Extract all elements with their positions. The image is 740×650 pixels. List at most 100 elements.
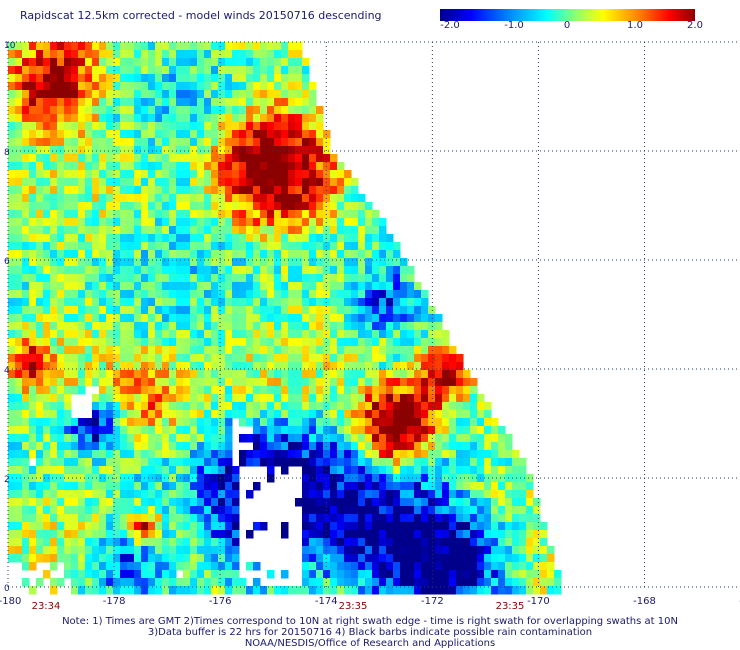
- swath-cell: [246, 394, 254, 403]
- swath-cell: [15, 386, 23, 395]
- swath-cell: [407, 362, 415, 371]
- swath-cell: [162, 82, 170, 91]
- swath-cell: [309, 250, 317, 259]
- swath-cell: [50, 434, 58, 443]
- swath-cell: [190, 426, 198, 435]
- swath-cell: [407, 282, 415, 291]
- swath-cell: [393, 418, 401, 427]
- swath-cell: [22, 370, 30, 379]
- swath-cell: [8, 338, 16, 347]
- swath-cell: [183, 82, 191, 91]
- swath-cell: [414, 394, 422, 403]
- swath-cell: [183, 146, 191, 155]
- swath-cell: [351, 210, 359, 219]
- swath-cell: [246, 322, 254, 331]
- swath-cell: [330, 474, 338, 483]
- swath-cell: [64, 274, 72, 283]
- swath-cell: [344, 514, 352, 523]
- swath-cell: [127, 346, 135, 355]
- swath-cell: [428, 306, 436, 315]
- swath-cell: [22, 498, 30, 507]
- swath-cell: [232, 98, 240, 107]
- swath-cell: [204, 394, 212, 403]
- swath-cell: [260, 186, 268, 195]
- swath-cell: [407, 314, 415, 323]
- swath-cell: [78, 442, 86, 451]
- swath-cell: [421, 554, 429, 563]
- swath-cell: [190, 178, 198, 187]
- swath-cell: [190, 74, 198, 83]
- swath-cell: [71, 354, 79, 363]
- swath-cell: [379, 530, 387, 539]
- swath-cell: [253, 226, 261, 235]
- swath-cell: [526, 554, 534, 563]
- swath-cell: [92, 122, 100, 131]
- swath-cell: [120, 298, 128, 307]
- swath-cell: [344, 474, 352, 483]
- swath-cell: [330, 434, 338, 443]
- swath-cell: [393, 482, 401, 491]
- swath-cell: [526, 578, 534, 587]
- swath-cell: [246, 66, 254, 75]
- swath-cell: [169, 194, 177, 203]
- swath-cell: [141, 178, 149, 187]
- swath-cell: [127, 394, 135, 403]
- swath-cell: [120, 106, 128, 115]
- swath-cell: [470, 474, 478, 483]
- swath-cell: [491, 538, 499, 547]
- swath-cell: [197, 282, 205, 291]
- swath-cell: [330, 546, 338, 555]
- swath-cell: [260, 50, 268, 59]
- swath-cell: [71, 250, 79, 259]
- swath-cell: [309, 466, 317, 475]
- swath-cell: [372, 482, 380, 491]
- swath-cell: [330, 410, 338, 419]
- swath-cell: [351, 402, 359, 411]
- swath-cell: [407, 266, 415, 275]
- swath-cell: [225, 90, 233, 99]
- swath-cell: [29, 522, 37, 531]
- swath-cell: [71, 418, 79, 427]
- swath-cell: [211, 258, 219, 267]
- swath-cell: [498, 426, 506, 435]
- swath-cell: [43, 354, 51, 363]
- swath-cell: [400, 298, 408, 307]
- swath-cell: [246, 450, 254, 459]
- swath-cell: [337, 498, 345, 507]
- swath-cell: [302, 330, 310, 339]
- swath-cell: [57, 346, 65, 355]
- swath-cell: [470, 386, 478, 395]
- swath-cell: [36, 370, 44, 379]
- swath-cell: [239, 346, 247, 355]
- swath-cell: [78, 578, 86, 587]
- swath-cell: [379, 226, 387, 235]
- swath-cell: [281, 98, 289, 107]
- swath-cell: [22, 314, 30, 323]
- swath-cell: [540, 586, 548, 595]
- swath-cell: [470, 490, 478, 499]
- swath-cell: [330, 226, 338, 235]
- swath-cell: [281, 210, 289, 219]
- swath-cell: [29, 122, 37, 131]
- swath-cell: [309, 378, 317, 387]
- swath-cell: [295, 402, 303, 411]
- swath-cell: [463, 426, 471, 435]
- swath-cell: [204, 546, 212, 555]
- swath-cell: [358, 466, 366, 475]
- swath-cell: [92, 410, 100, 419]
- swath-cell: [50, 258, 58, 267]
- swath-cell: [127, 218, 135, 227]
- swath-cell: [15, 226, 23, 235]
- swath-cell: [57, 146, 65, 155]
- swath-cell: [120, 498, 128, 507]
- swath-cell: [127, 338, 135, 347]
- swath-cell: [190, 218, 198, 227]
- swath-cell: [78, 482, 86, 491]
- swath-cell: [92, 346, 100, 355]
- swath-cell: [113, 338, 121, 347]
- swath-cell: [197, 530, 205, 539]
- swath-cell: [162, 570, 170, 579]
- swath-cell: [239, 338, 247, 347]
- swath-cell: [148, 418, 156, 427]
- swath-cell: [8, 378, 16, 387]
